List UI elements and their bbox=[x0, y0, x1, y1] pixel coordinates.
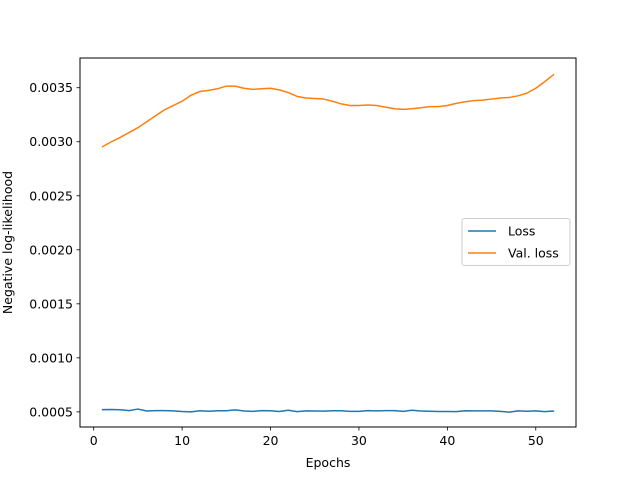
legend-label-val-loss: Val. loss bbox=[508, 246, 559, 261]
y-axis-label: Negative log-likelihood bbox=[0, 171, 15, 314]
y-tick-label: 0.0030 bbox=[29, 134, 73, 149]
x-axis-label: Epochs bbox=[306, 455, 351, 470]
x-tick-label: 50 bbox=[528, 433, 544, 448]
y-tick-label: 0.0015 bbox=[29, 296, 73, 311]
legend-label-loss: Loss bbox=[508, 224, 535, 239]
x-axis: 0 10 20 30 40 50 bbox=[90, 427, 544, 448]
y-tick-label: 0.0005 bbox=[29, 404, 73, 419]
y-tick-label: 0.0025 bbox=[29, 188, 73, 203]
plot-frame bbox=[79, 57, 577, 428]
y-axis: 0.0005 0.0010 0.0015 0.0020 0.0025 0.0030 0.00… bbox=[29, 80, 80, 419]
x-tick-label: 30 bbox=[351, 433, 367, 448]
legend: Loss Val. loss bbox=[461, 218, 571, 266]
series-line-val-loss bbox=[101, 73, 555, 148]
x-tick-label: 40 bbox=[439, 433, 455, 448]
y-tick-label: 0.0020 bbox=[29, 242, 73, 257]
x-tick-label: 0 bbox=[90, 433, 98, 448]
series-layer bbox=[101, 73, 555, 413]
x-tick-label: 10 bbox=[174, 433, 190, 448]
y-tick-label: 0.0035 bbox=[29, 80, 73, 95]
series-line-loss bbox=[101, 408, 555, 413]
y-tick-label: 0.0010 bbox=[29, 350, 73, 365]
x-tick-label: 20 bbox=[263, 433, 279, 448]
